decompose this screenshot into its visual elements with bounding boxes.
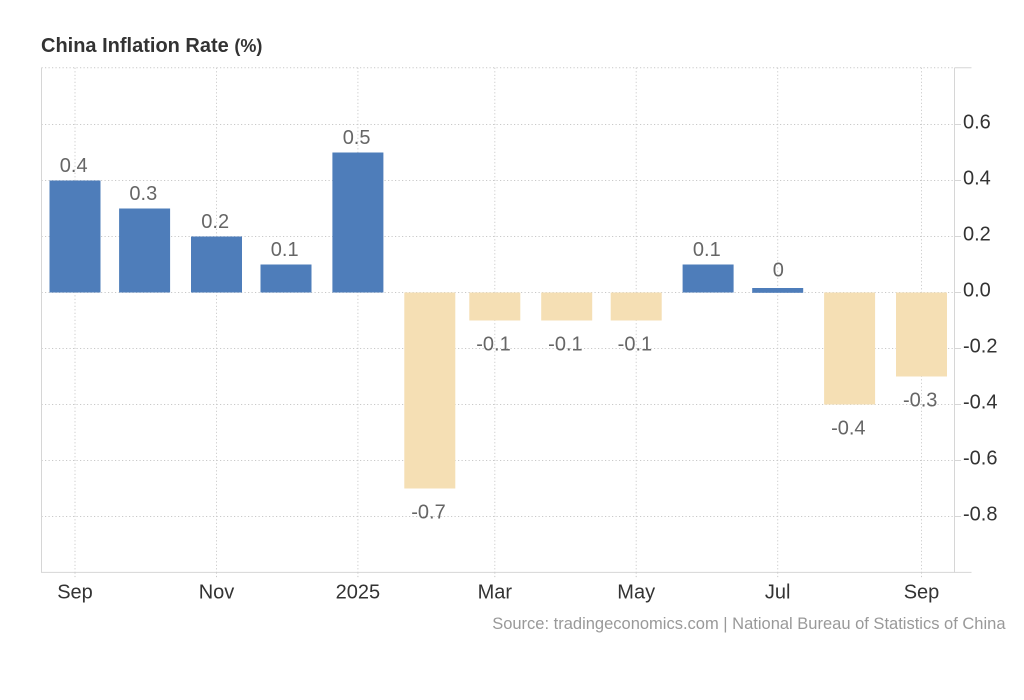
svg-text:China Inflation Rate (%): China Inflation Rate (%) <box>41 35 262 57</box>
svg-text:Jul: Jul <box>765 581 791 603</box>
svg-text:0.3: 0.3 <box>129 183 157 205</box>
svg-text:0.4: 0.4 <box>963 168 991 190</box>
svg-text:-0.1: -0.1 <box>476 333 510 355</box>
svg-text:-0.6: -0.6 <box>963 448 997 470</box>
svg-text:0.1: 0.1 <box>693 239 721 261</box>
svg-text:Sep: Sep <box>904 581 940 603</box>
svg-text:0: 0 <box>773 260 784 282</box>
svg-text:-0.8: -0.8 <box>963 504 997 526</box>
svg-text:0.2: 0.2 <box>963 224 991 246</box>
svg-text:-0.4: -0.4 <box>831 417 865 439</box>
svg-text:2025: 2025 <box>336 581 381 603</box>
svg-text:-0.1: -0.1 <box>618 333 652 355</box>
svg-text:0.1: 0.1 <box>271 239 299 261</box>
svg-text:-0.2: -0.2 <box>963 336 997 358</box>
svg-text:0.2: 0.2 <box>201 211 229 233</box>
svg-text:-0.7: -0.7 <box>411 501 445 523</box>
svg-text:-0.4: -0.4 <box>963 392 997 414</box>
svg-text:Nov: Nov <box>199 581 235 603</box>
svg-text:Mar: Mar <box>478 581 513 603</box>
svg-text:Source: tradingeconomics.com |: Source: tradingeconomics.com | National … <box>492 615 1006 633</box>
svg-text:0.0: 0.0 <box>963 280 991 302</box>
svg-text:Sep: Sep <box>57 581 93 603</box>
svg-text:-0.1: -0.1 <box>548 333 582 355</box>
svg-text:-0.3: -0.3 <box>903 389 937 411</box>
svg-text:0.6: 0.6 <box>963 112 991 134</box>
svg-text:0.5: 0.5 <box>343 127 371 149</box>
svg-text:0.4: 0.4 <box>60 155 88 177</box>
svg-text:May: May <box>617 581 655 603</box>
